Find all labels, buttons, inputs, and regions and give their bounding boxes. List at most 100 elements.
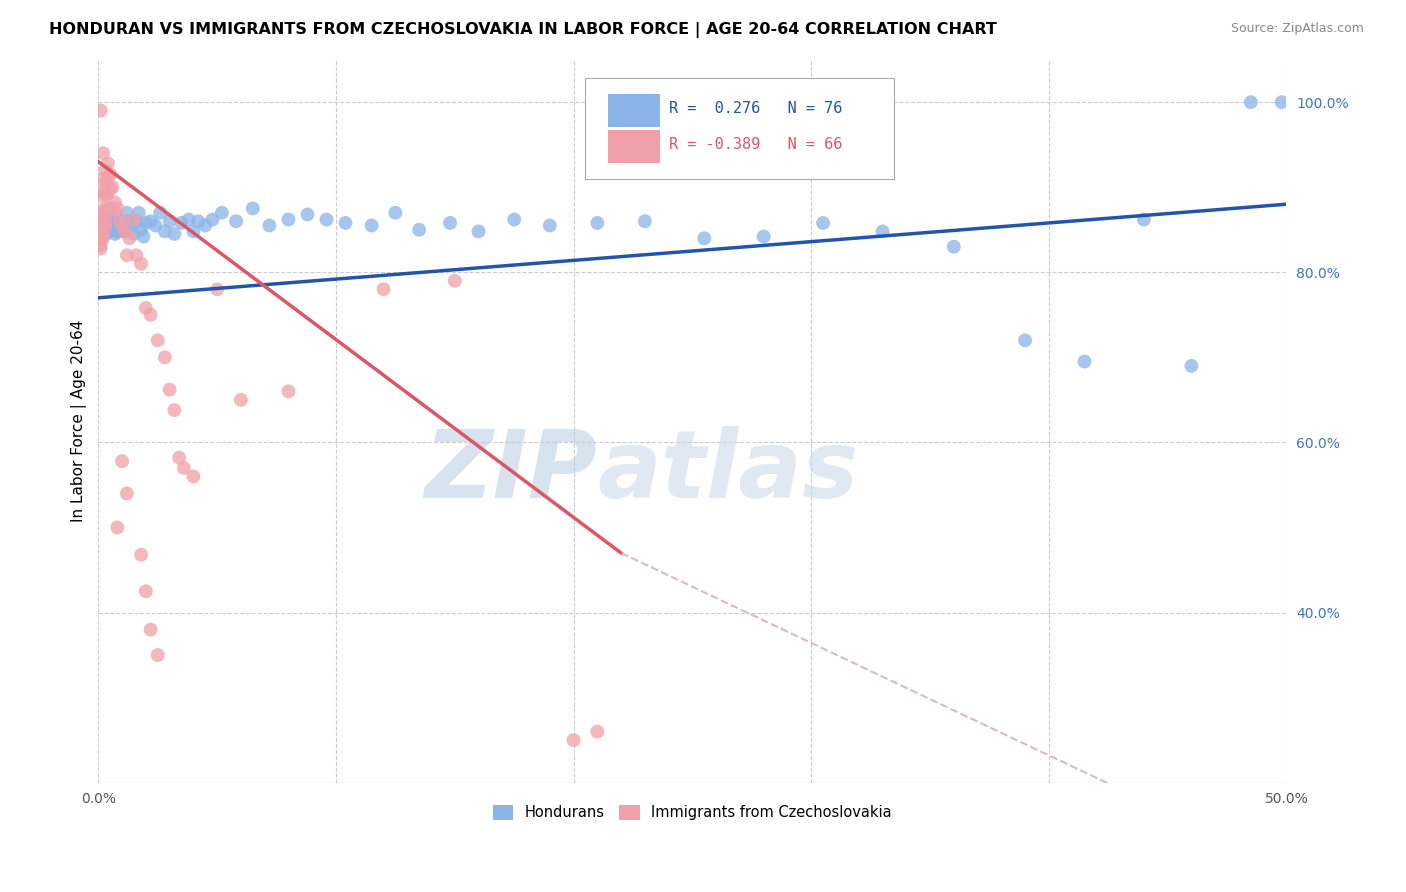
Point xyxy=(94,176,117,190)
Point xyxy=(135,216,157,230)
Point xyxy=(153,224,176,238)
Legend: Hondurans, Immigrants from Czechoslovakia: Hondurans, Immigrants from Czechoslovaki… xyxy=(486,799,898,826)
Point xyxy=(94,201,117,215)
Point xyxy=(146,334,169,348)
Point xyxy=(94,223,117,237)
Point xyxy=(104,195,127,210)
Point xyxy=(98,219,121,233)
Point xyxy=(97,187,120,202)
Point xyxy=(104,205,127,219)
Point xyxy=(90,188,112,202)
Point xyxy=(91,185,114,199)
Point xyxy=(259,219,281,233)
Text: R = -0.389   N = 66: R = -0.389 N = 66 xyxy=(669,137,842,153)
Point xyxy=(225,214,247,228)
Point xyxy=(91,216,114,230)
Point xyxy=(562,733,585,747)
Point xyxy=(90,219,112,233)
Point xyxy=(408,223,430,237)
Point xyxy=(91,227,114,241)
Point xyxy=(170,216,193,230)
Point xyxy=(373,282,395,296)
Point xyxy=(108,223,131,237)
Point xyxy=(90,103,112,118)
Point xyxy=(297,207,319,221)
Point xyxy=(90,242,112,256)
Point xyxy=(128,205,150,219)
Point xyxy=(183,224,205,238)
Point xyxy=(315,212,337,227)
Point xyxy=(229,392,252,407)
Point xyxy=(105,202,128,216)
Point xyxy=(159,214,181,228)
Point xyxy=(97,219,120,233)
Point xyxy=(91,205,114,219)
Point xyxy=(439,216,461,230)
Point xyxy=(205,282,228,296)
Point xyxy=(115,205,138,219)
Point xyxy=(94,214,117,228)
Point xyxy=(90,223,112,237)
Point xyxy=(183,469,205,483)
Point xyxy=(811,216,834,230)
Point xyxy=(94,187,117,202)
Point xyxy=(277,212,299,227)
Point xyxy=(111,219,134,233)
Point xyxy=(90,205,112,219)
Point xyxy=(105,520,128,534)
Point xyxy=(1240,95,1263,110)
Point xyxy=(91,221,114,235)
FancyBboxPatch shape xyxy=(585,78,894,179)
Point xyxy=(101,180,124,194)
Point xyxy=(503,212,526,227)
Point xyxy=(163,403,186,417)
Point xyxy=(384,205,406,219)
Point xyxy=(149,205,172,219)
Point xyxy=(1180,359,1202,373)
Point xyxy=(101,219,124,233)
Point xyxy=(129,257,152,271)
Point xyxy=(139,308,162,322)
Point xyxy=(97,171,120,186)
Point xyxy=(91,214,114,228)
Point xyxy=(693,231,716,245)
Point xyxy=(97,202,120,216)
FancyBboxPatch shape xyxy=(607,129,661,163)
Point xyxy=(129,223,152,237)
Y-axis label: In Labor Force | Age 20-64: In Labor Force | Age 20-64 xyxy=(72,320,87,523)
Point xyxy=(94,219,117,233)
Point xyxy=(105,224,128,238)
Point xyxy=(118,231,141,245)
Point xyxy=(173,461,195,475)
Point xyxy=(98,182,121,196)
Point xyxy=(90,231,112,245)
Point xyxy=(90,219,112,233)
Point xyxy=(242,202,264,216)
Point xyxy=(98,168,121,182)
Point xyxy=(159,383,181,397)
Point xyxy=(91,227,114,241)
Point xyxy=(98,224,121,238)
Point xyxy=(125,214,148,228)
FancyBboxPatch shape xyxy=(607,94,661,127)
Point xyxy=(132,229,155,244)
Point xyxy=(94,227,117,241)
Point xyxy=(90,233,112,247)
Point xyxy=(101,214,124,228)
Point xyxy=(1271,95,1294,110)
Point xyxy=(91,219,114,233)
Point xyxy=(1133,212,1156,227)
Point xyxy=(91,231,114,245)
Point xyxy=(94,219,117,233)
Point xyxy=(167,450,190,465)
Point xyxy=(538,219,561,233)
Point xyxy=(139,623,162,637)
Point xyxy=(177,212,200,227)
Point xyxy=(122,227,145,241)
Point xyxy=(135,584,157,599)
Point xyxy=(97,214,120,228)
Point xyxy=(111,219,134,233)
Point xyxy=(94,163,117,178)
Point xyxy=(91,171,114,186)
Point xyxy=(467,224,489,238)
